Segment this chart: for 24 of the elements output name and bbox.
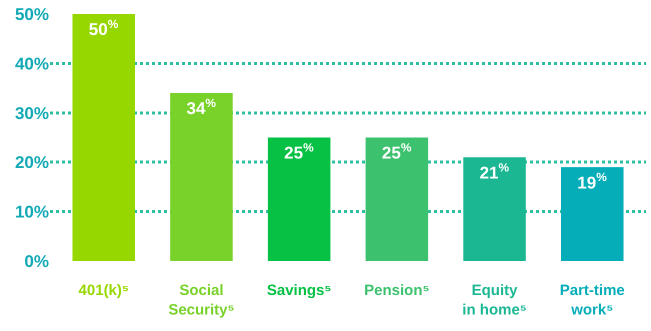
- x-tick-label: Savings⁵: [266, 282, 332, 299]
- data-label: 34$^{%}$: [186, 96, 216, 118]
- bar: [561, 167, 624, 261]
- x-tick-label: Part-time work⁵: [560, 282, 625, 318]
- y-tick-label: 10%: [14, 202, 49, 222]
- bar: [463, 157, 526, 261]
- bar: [366, 138, 428, 261]
- y-tick-label: 50%: [14, 4, 49, 24]
- x-tick-label: Equity in home⁵: [462, 282, 527, 318]
- y-tick-label: 40%: [14, 54, 49, 74]
- bar: [72, 14, 135, 261]
- data-label: 21$^{%}$: [480, 160, 510, 182]
- bar: [170, 93, 233, 261]
- x-tick-label: Pension⁵: [364, 282, 430, 299]
- y-tick-label: 0%: [24, 252, 49, 271]
- data-label: 25$^{%}$: [382, 140, 412, 163]
- y-tick-label: 30%: [14, 104, 49, 123]
- data-label: 25$^{%}$: [284, 140, 314, 163]
- data-label: 19$^{%}$: [577, 170, 608, 192]
- y-tick-label: 20%: [14, 153, 49, 172]
- data-label: 50$^{%}$: [88, 17, 119, 40]
- x-tick-label: Social Security⁵: [168, 282, 235, 318]
- x-tick-label: 401(k)⁵: [78, 282, 129, 299]
- bar: [268, 138, 330, 261]
